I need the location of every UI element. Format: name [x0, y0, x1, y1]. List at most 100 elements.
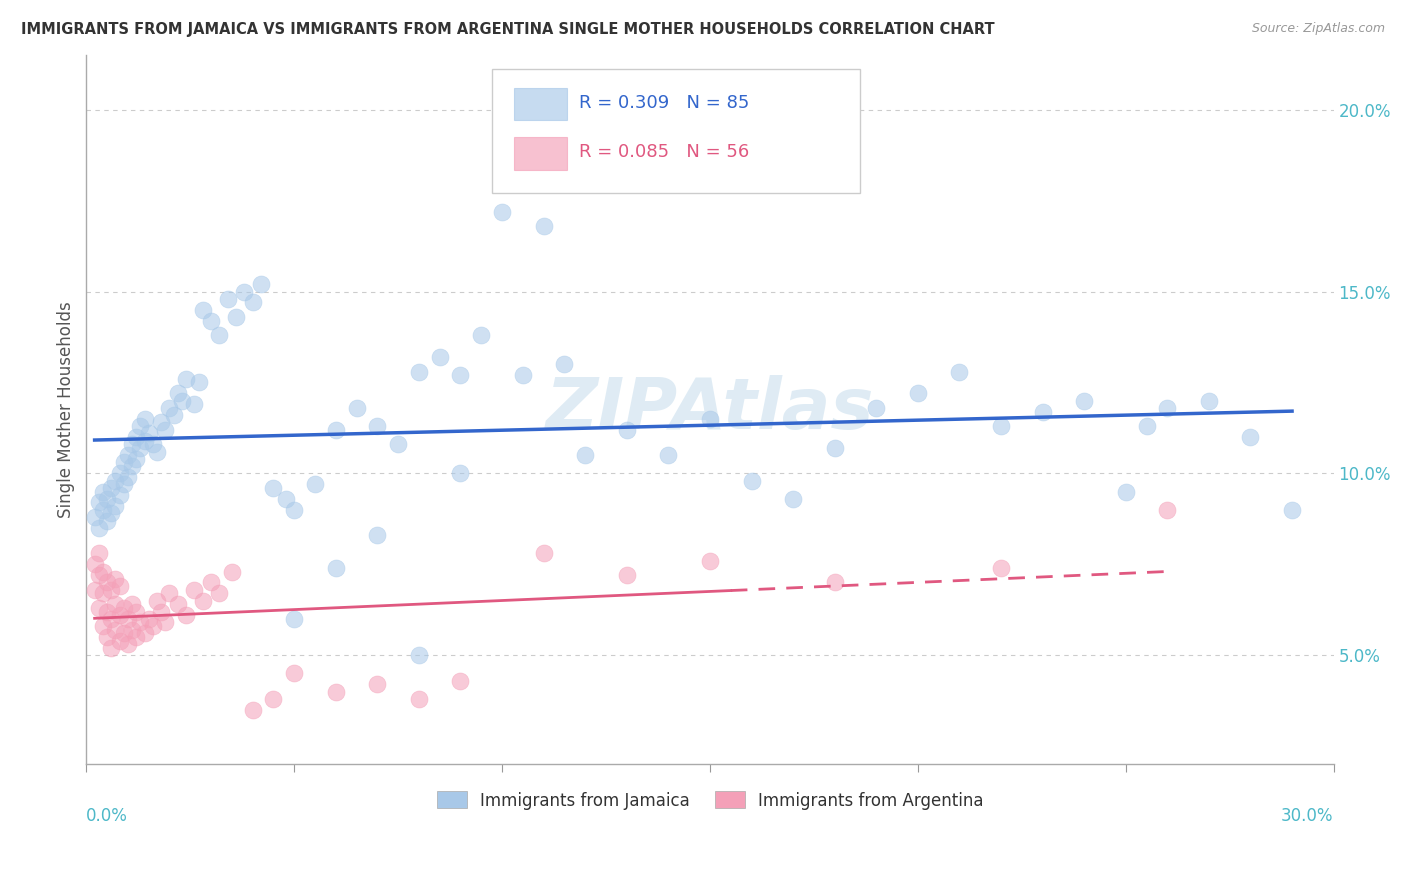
Point [100, 612, 122, 626]
Point [1135, 419, 1157, 434]
Point [325, 423, 347, 437]
Point [104, 572, 127, 586]
Point [616, 423, 638, 437]
Point [533, 546, 555, 560]
Point [200, 313, 222, 327]
Point [408, 691, 430, 706]
Point [782, 491, 804, 506]
Point [104, 623, 127, 637]
Point [96, 605, 118, 619]
Point [408, 648, 430, 662]
Point [87, 600, 110, 615]
Point [233, 285, 256, 299]
Point [865, 401, 887, 415]
Point [87, 568, 110, 582]
Point [87, 546, 110, 560]
Point [450, 673, 472, 688]
Point [108, 633, 131, 648]
Point [117, 470, 139, 484]
Point [108, 608, 131, 623]
Point [87, 495, 110, 509]
Point [112, 455, 135, 469]
Point [121, 623, 143, 637]
Point [325, 684, 347, 698]
Point [450, 368, 472, 383]
Point [208, 586, 231, 600]
Point [166, 386, 188, 401]
FancyBboxPatch shape [515, 87, 567, 120]
Point [129, 441, 152, 455]
Point [1281, 502, 1303, 516]
Point [283, 502, 305, 516]
Point [125, 605, 148, 619]
Point [170, 393, 193, 408]
Point [699, 412, 721, 426]
Point [112, 600, 135, 615]
Point [274, 491, 297, 506]
Point [125, 430, 148, 444]
Y-axis label: Single Mother Households: Single Mother Households [58, 301, 75, 518]
Point [250, 277, 273, 292]
Point [155, 615, 177, 630]
Point [112, 477, 135, 491]
Point [470, 328, 492, 343]
Point [657, 448, 679, 462]
Point [121, 597, 143, 611]
Point [283, 666, 305, 681]
Point [117, 612, 139, 626]
Point [83, 558, 105, 572]
Point [117, 637, 139, 651]
Point [91, 565, 114, 579]
Point [87, 521, 110, 535]
Point [221, 565, 243, 579]
Point [1239, 430, 1261, 444]
Point [990, 419, 1012, 434]
Point [138, 612, 160, 626]
Point [225, 310, 247, 324]
Point [262, 481, 284, 495]
Point [83, 510, 105, 524]
Point [134, 626, 156, 640]
Point [187, 376, 209, 390]
Point [104, 474, 127, 488]
Point [142, 437, 165, 451]
Legend: Immigrants from Jamaica, Immigrants from Argentina: Immigrants from Jamaica, Immigrants from… [430, 785, 990, 816]
Point [159, 586, 181, 600]
Text: IMMIGRANTS FROM JAMAICA VS IMMIGRANTS FROM ARGENTINA SINGLE MOTHER HOUSEHOLDS CO: IMMIGRANTS FROM JAMAICA VS IMMIGRANTS FR… [21, 22, 994, 37]
Point [129, 419, 152, 434]
Point [387, 437, 409, 451]
Point [174, 372, 197, 386]
Point [146, 444, 169, 458]
Point [907, 386, 929, 401]
Point [208, 328, 231, 343]
Point [366, 677, 388, 691]
Point [96, 491, 118, 506]
Point [100, 582, 122, 597]
Point [146, 593, 169, 607]
Point [616, 568, 638, 582]
Point [142, 619, 165, 633]
Text: R = 0.309   N = 85: R = 0.309 N = 85 [579, 94, 749, 112]
Point [108, 579, 131, 593]
Point [91, 586, 114, 600]
Point [1198, 393, 1220, 408]
Point [262, 691, 284, 706]
Point [990, 561, 1012, 575]
Point [553, 357, 575, 371]
Point [408, 365, 430, 379]
Point [512, 368, 534, 383]
Point [450, 467, 472, 481]
Point [117, 448, 139, 462]
Point [112, 626, 135, 640]
Point [91, 484, 114, 499]
Point [491, 204, 513, 219]
Text: R = 0.085   N = 56: R = 0.085 N = 56 [579, 144, 749, 161]
Point [155, 423, 177, 437]
Text: 0.0%: 0.0% [86, 807, 128, 825]
Point [283, 612, 305, 626]
Point [162, 408, 184, 422]
Point [429, 350, 451, 364]
Point [129, 615, 152, 630]
Point [96, 630, 118, 644]
Point [574, 448, 596, 462]
